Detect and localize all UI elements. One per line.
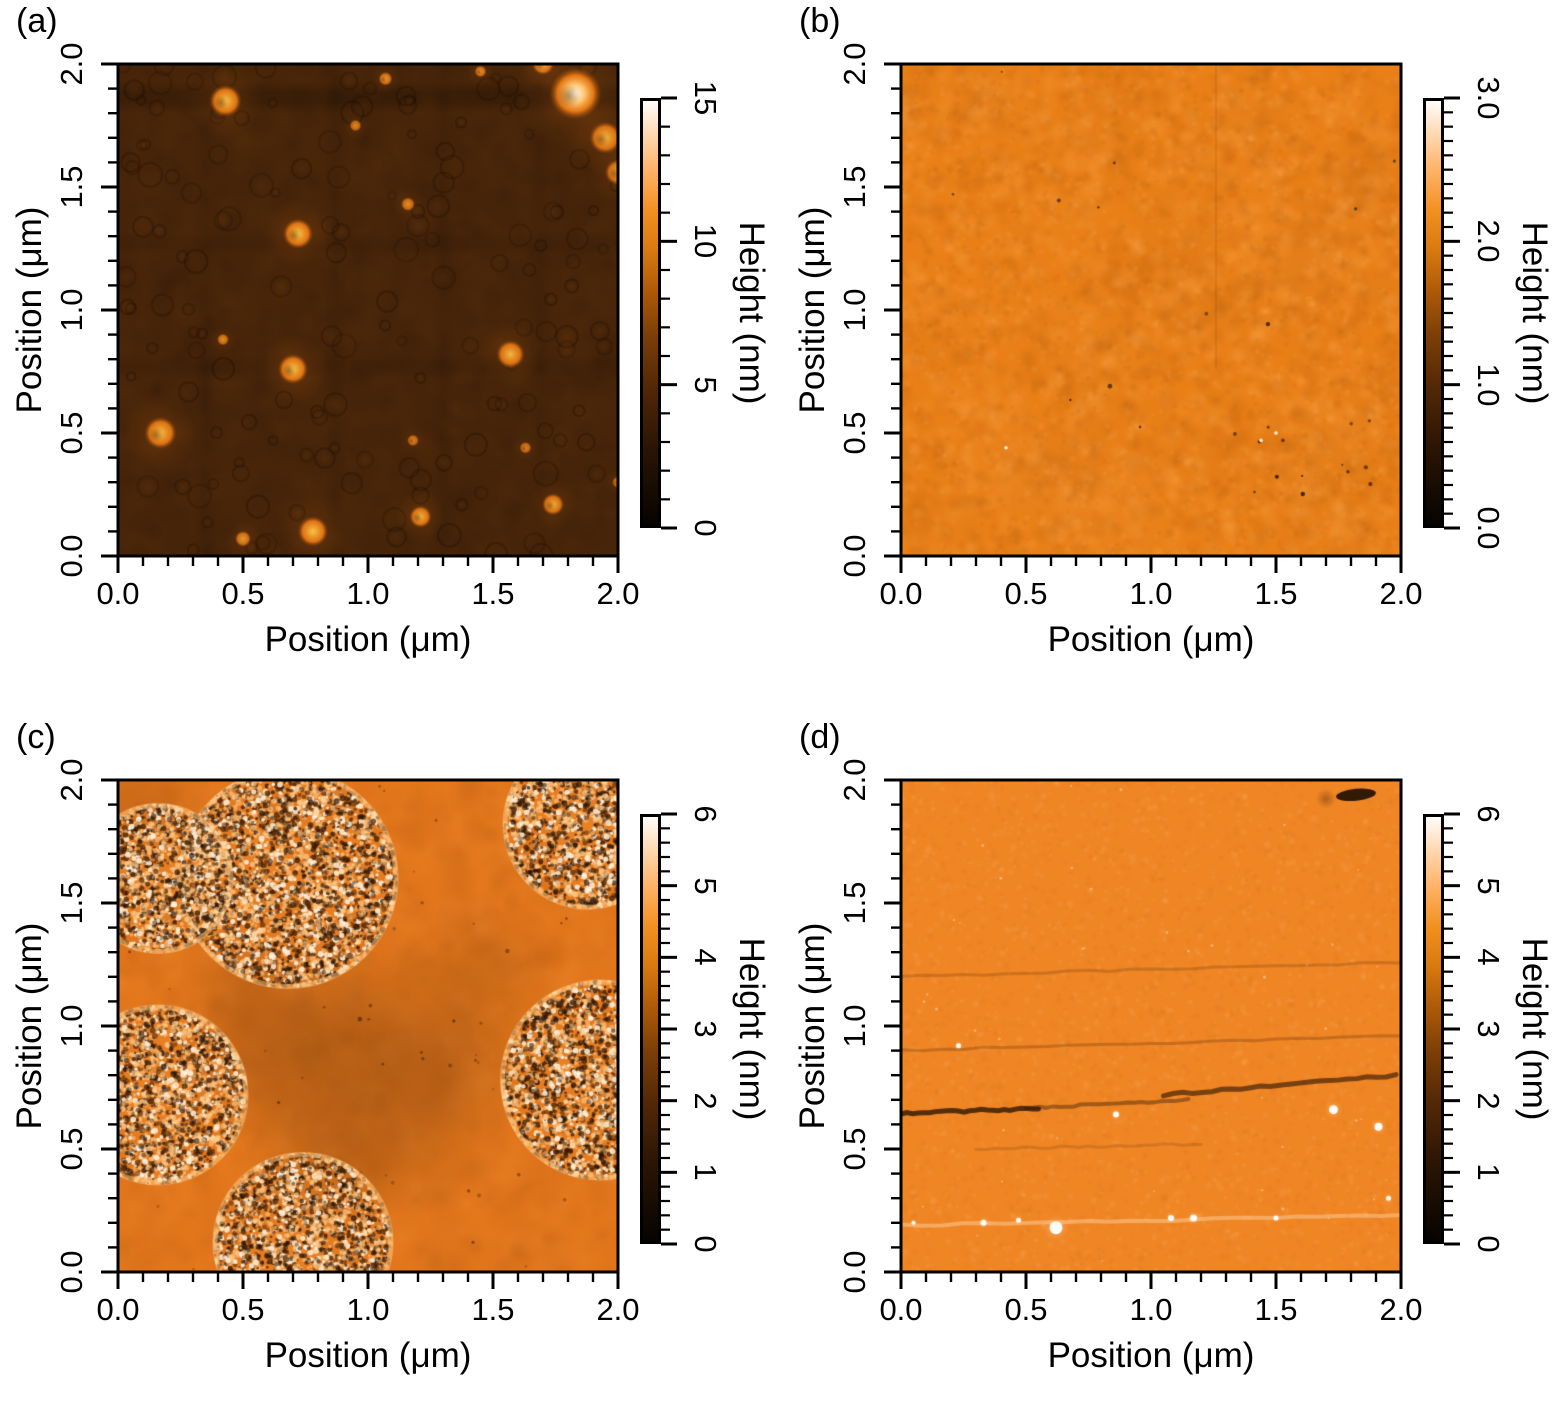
afm-panel-c: (c) 0.0 0.5 1.0 1.5 2.0 0.0 0.5 1.0 1.5 2.0 Positio…: [0, 700, 782, 1410]
colorbar-tick-label: 1: [1471, 1163, 1506, 1181]
panel-label: (d): [799, 718, 841, 756]
panel-label: (b): [799, 2, 841, 40]
y-axis-title: Position (μm): [793, 206, 832, 414]
colorbar: [640, 814, 661, 1244]
y-axis-title: Position (μm): [10, 206, 49, 414]
y-tick-label: 1.5: [54, 165, 89, 209]
y-tick-label: 1.5: [54, 881, 89, 925]
y-tick-label: 1.5: [837, 881, 872, 925]
colorbar-tick-label: 3: [1471, 1020, 1506, 1038]
y-tick-label: 0.0: [54, 534, 89, 578]
colorbar-tick-label: 15: [688, 80, 723, 116]
colorbar-title: Height (nm): [732, 937, 771, 1121]
colorbar-tick-label: 4: [1471, 948, 1506, 966]
colorbar-tick-label: 5: [688, 877, 723, 895]
panel-label: (a): [16, 2, 58, 40]
x-tick-label: 1.5: [471, 1292, 515, 1327]
x-tick-label: 1.5: [471, 576, 515, 611]
y-tick-label: 0.0: [54, 1250, 89, 1294]
x-tick-label: 1.0: [346, 1292, 390, 1327]
x-tick-label: 0.5: [221, 576, 265, 611]
colorbar-tick-label: 10: [688, 224, 723, 259]
x-tick-label: 1.0: [1129, 1292, 1173, 1327]
colorbar-tick-label: 5: [688, 376, 723, 394]
y-tick-label: 0.5: [54, 1127, 89, 1171]
x-tick-label: 2.0: [596, 576, 640, 611]
y-tick-label: 2.0: [837, 758, 872, 802]
x-tick-label: 2.0: [1379, 576, 1423, 611]
colorbar-title: Height (nm): [1515, 221, 1554, 405]
y-tick-label: 0.5: [837, 1127, 872, 1171]
colorbar-tick-label: 0.0: [1471, 506, 1506, 550]
y-tick-label: 1.0: [837, 288, 872, 332]
y-tick-label: 2.0: [54, 758, 89, 802]
x-tick-label: 1.5: [1254, 1292, 1298, 1327]
colorbar-tick-label: 2: [688, 1092, 723, 1110]
colorbar-tick-label: 0: [1471, 1235, 1506, 1253]
y-tick-label: 2.0: [837, 42, 872, 86]
colorbar-tick-label: 6: [1471, 805, 1506, 823]
x-tick-label: 0.5: [1004, 576, 1048, 611]
y-axis-title: Position (μm): [10, 922, 49, 1130]
x-axis-title: Position (μm): [264, 1336, 472, 1375]
colorbar-tick-label: 3: [688, 1020, 723, 1038]
x-tick-label: 0.5: [221, 1292, 265, 1327]
colorbar-tick-label: 2.0: [1471, 219, 1506, 263]
colorbar-tick-label: 5: [1471, 877, 1506, 895]
x-tick-label: 1.5: [1254, 576, 1298, 611]
afm-height-image: [118, 780, 618, 1272]
colorbar: [1423, 98, 1444, 528]
x-axis-title: Position (μm): [1047, 620, 1255, 659]
x-tick-label: 1.0: [1129, 576, 1173, 611]
x-tick-label: 1.0: [346, 576, 390, 611]
x-tick-label: 0.0: [96, 1292, 140, 1327]
y-tick-label: 0.0: [837, 534, 872, 578]
colorbar-tick-label: 3.0: [1471, 76, 1506, 120]
y-tick-label: 0.0: [837, 1250, 872, 1294]
y-tick-label: 2.0: [54, 42, 89, 86]
afm-height-image: [118, 64, 618, 556]
colorbar-tick-label: 0: [688, 1235, 723, 1253]
x-tick-label: 0.0: [879, 576, 923, 611]
afm-panel-b: (b) 0.0 0.5 1.0 1.5 2.0 0.0 0.5 1.0 1.5 2.0 Positio…: [783, 0, 1565, 710]
x-axis-title: Position (μm): [1047, 1336, 1255, 1375]
y-tick-label: 1.5: [837, 165, 872, 209]
x-tick-label: 2.0: [1379, 1292, 1423, 1327]
colorbar-tick-label: 2: [1471, 1092, 1506, 1110]
afm-panel-a: (a) 0.0 0.5 1.0 1.5 2.0 0.0 0.5 1.0 1.5 2.0 Positio…: [0, 0, 782, 710]
x-axis-title: Position (μm): [264, 620, 472, 659]
panel-label: (c): [16, 718, 56, 756]
y-tick-label: 1.0: [54, 1004, 89, 1048]
y-tick-label: 1.0: [837, 1004, 872, 1048]
x-tick-label: 2.0: [596, 1292, 640, 1327]
colorbar-tick-label: 1.0: [1471, 363, 1506, 407]
colorbar-tick-label: 6: [688, 805, 723, 823]
x-tick-label: 0.0: [96, 576, 140, 611]
y-tick-label: 1.0: [54, 288, 89, 332]
colorbar: [640, 98, 661, 528]
colorbar-tick-label: 4: [688, 948, 723, 966]
colorbar-tick-label: 1: [688, 1163, 723, 1181]
colorbar-title: Height (nm): [732, 221, 771, 405]
y-axis-title: Position (μm): [793, 922, 832, 1130]
colorbar-tick-label: 0: [688, 519, 723, 537]
colorbar: [1423, 814, 1444, 1244]
afm-height-image: [901, 64, 1401, 556]
y-tick-label: 0.5: [54, 411, 89, 455]
x-tick-label: 0.5: [1004, 1292, 1048, 1327]
afm-panel-d: (d) 0.0 0.5 1.0 1.5 2.0 0.0 0.5 1.0 1.5 2.0 Positio…: [783, 700, 1565, 1410]
colorbar-title: Height (nm): [1515, 937, 1554, 1121]
x-tick-label: 0.0: [879, 1292, 923, 1327]
afm-height-image: [901, 780, 1401, 1272]
y-tick-label: 0.5: [837, 411, 872, 455]
